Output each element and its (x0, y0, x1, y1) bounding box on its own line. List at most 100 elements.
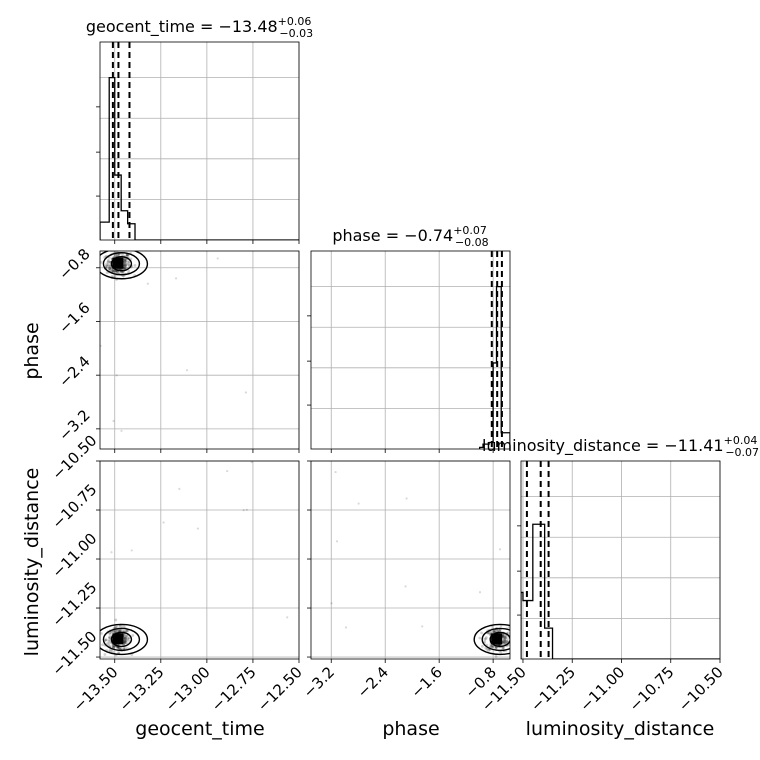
sample-point (501, 634, 505, 638)
sample-point (115, 253, 119, 257)
sample-point (503, 640, 507, 644)
sample-point (108, 635, 111, 639)
sample-point (503, 638, 507, 642)
outlier-point (178, 487, 181, 490)
sample-point (108, 268, 112, 272)
sample-point (112, 270, 116, 274)
panel-luminosity_distance-luminosity_distance: luminosity_distance = −11.41+0.04 −0.07 −1… (478, 434, 759, 715)
sample-point (111, 644, 115, 648)
outlier-point (112, 419, 115, 423)
outlier-point (334, 470, 337, 474)
sample-point (124, 639, 128, 643)
outlier-point (335, 540, 339, 543)
sample-point (124, 637, 127, 641)
panel-luminosity_distance-phase: −3.2 −2.4 −1.6 −0.8 (300, 460, 513, 702)
sample-point (494, 646, 498, 650)
y-tick-label: −1.6 (55, 299, 93, 337)
sample-point (112, 255, 116, 259)
sample-point (504, 636, 508, 640)
sample-point (123, 257, 127, 261)
panel-phase-geocent_time: −3.2−2.4−1.6−0.8 (55, 245, 300, 453)
y-tick-label: −11.00 (48, 529, 100, 581)
sample-point (490, 630, 493, 634)
sample-point (115, 625, 119, 629)
x-axis-label-geocent_time: geocent_time (135, 718, 264, 740)
sample-point (119, 628, 123, 632)
sample-point (121, 271, 125, 275)
x-axis-label-phase: phase (382, 718, 439, 740)
x-tick-label: −13.50 (70, 663, 122, 715)
sample-point (107, 267, 111, 270)
outlier-point (498, 548, 502, 551)
sample-point (492, 630, 496, 634)
sample-point (101, 643, 105, 647)
axis-labels: geocent_time phase luminosity_distance p… (21, 322, 714, 740)
y-tick-label: −2.4 (55, 352, 93, 390)
sample-point (117, 629, 121, 633)
outlier-point (344, 626, 348, 629)
sample-point (106, 260, 110, 264)
sample-point (480, 631, 483, 635)
sample-point (111, 269, 115, 273)
outlier-point (185, 369, 189, 372)
sample-point (502, 634, 506, 638)
sample-point (114, 625, 118, 629)
sample-point (123, 263, 127, 267)
sample-point (107, 267, 111, 270)
sample-point (108, 638, 112, 642)
outlier-point (110, 551, 113, 554)
density-contour (473, 623, 510, 656)
sample-point (125, 639, 128, 643)
sample-point (124, 635, 128, 639)
sample-point (502, 635, 506, 639)
sample-point (105, 642, 109, 646)
x-tick-label: −11.00 (576, 663, 628, 715)
sample-point (126, 253, 129, 257)
sample-point (108, 267, 112, 271)
sample-point (120, 270, 123, 274)
outlier-point (196, 527, 200, 530)
sample-point (484, 646, 488, 650)
sample-point (494, 654, 498, 658)
sample-point (112, 646, 116, 649)
sample-point (123, 639, 127, 643)
histogram-step (100, 76, 299, 240)
sample-point (123, 264, 127, 268)
sample-point (125, 253, 129, 257)
outlier-point (244, 391, 248, 394)
y-axis-label-luminosity_distance: luminosity_distance (21, 468, 43, 657)
sample-point (106, 260, 110, 263)
sample-point (510, 648, 513, 651)
sample-point (125, 629, 129, 633)
sample-point (104, 638, 108, 642)
sample-point (107, 641, 111, 645)
outlier-point (357, 502, 360, 505)
sample-point (499, 651, 503, 655)
sample-point (123, 641, 127, 645)
sample-point (115, 629, 119, 633)
sample-point (124, 261, 127, 265)
sample-point (122, 261, 126, 265)
sample-point (503, 636, 507, 640)
histogram-step (478, 285, 510, 449)
sample-point (483, 640, 487, 643)
y-tick-label: −10.50 (48, 431, 100, 483)
sample-point (501, 633, 505, 636)
sample-point (503, 635, 507, 639)
outlier-point (226, 469, 229, 473)
sample-point (127, 262, 131, 266)
outlier-point (478, 591, 482, 594)
sample-point (112, 269, 116, 273)
panel-frame (310, 250, 511, 450)
density-peak (112, 633, 124, 645)
scatter-cloud (100, 251, 248, 432)
sample-point (114, 270, 118, 274)
sample-point (127, 636, 131, 640)
sample-point (123, 258, 127, 262)
sample-point (123, 266, 127, 270)
sample-point (507, 625, 510, 629)
sample-point (123, 258, 127, 262)
panel-phase-phase: phase = −0.74+0.07 −0.08 (307, 224, 511, 453)
sample-point (125, 634, 129, 638)
